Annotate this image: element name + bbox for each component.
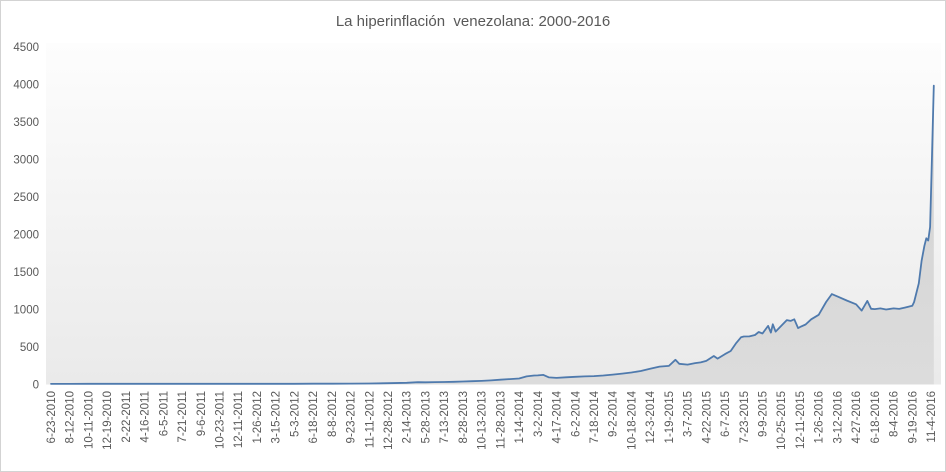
x-tick-label: 10-13-2013 [477,391,489,450]
x-tick-label: 8-28-2013 [458,391,470,443]
y-tick-label: 3500 [13,117,39,129]
y-tick-label: 500 [20,342,39,354]
x-tick-label: 11-11-2012 [364,391,376,448]
x-tick-label: 6-18-2016 [870,391,882,443]
x-tick-label: 8-8-2012 [327,391,339,437]
x-tick-label: 6-5-2011 [158,391,170,436]
y-tick-label: 2000 [13,230,39,242]
x-tick-label: 8-4-2016 [889,391,901,437]
x-tick-label: 10-18-2014 [626,390,638,449]
x-tick-label: 5-28-2013 [421,391,433,443]
x-tick-label: 4-27-2016 [851,391,863,443]
x-tick-label: 7-21-2011 [177,391,189,443]
series-line [50,84,935,385]
x-tick-label: 7-18-2014 [589,390,601,443]
y-tick-label: 4500 [13,42,39,54]
x-tick-label: 8-12-2010 [65,391,77,443]
x-tick-label: 3-7-2015 [683,391,695,437]
x-tick-label: 9-23-2012 [346,391,358,443]
x-tick-label: 10-25-2015 [776,391,788,450]
x-tick-label: 9-19-2016 [907,391,919,443]
x-tick-label: 1-26-2012 [252,391,264,443]
x-tick-label: 1-19-2015 [664,391,676,443]
x-tick-label: 10-23-2011 [215,391,227,449]
x-tick-label: 3-2-2014 [533,390,545,437]
x-tick-label: 12-28-2012 [383,391,395,450]
x-tick-label: 10-11-2010 [83,391,95,449]
x-tick-label: 3-15-2012 [271,391,283,443]
series-area [51,85,934,385]
y-tick-label: 1500 [13,267,39,279]
x-tick-label: 4-16-2011 [140,391,152,443]
x-tick-label: 4-17-2014 [552,390,564,443]
y-tick-label: 2500 [13,192,39,204]
x-tick-label: 12-19-2010 [102,391,114,450]
x-tick-label: 9-6-2011 [196,391,208,436]
x-tick-label: 12-11-2011 [233,391,245,448]
y-tick-label: 4000 [13,80,39,92]
x-tick-label: 1-14-2014 [514,390,526,443]
x-tick-label: 11-4-2016 [926,391,938,443]
x-tick-label: 9-2-2014 [608,390,620,437]
chart-title: La hiperinflación venezolana: 2000-2016 [335,13,611,30]
y-tick-label: 3000 [13,155,39,167]
y-tick-label: 0 [33,380,39,392]
x-tick-label: 7-23-2015 [739,391,751,443]
x-tick-label: 4-22-2015 [701,391,713,443]
x-tick-label: 12-3-2014 [645,390,657,443]
x-tick-label: 12-11-2015 [795,391,807,449]
y-tick-label: 1000 [13,305,39,317]
x-tick-label: 6-23-2010 [46,391,58,443]
x-tick-label: 6-2-2014 [570,390,582,437]
x-tick-label: 3-12-2016 [832,391,844,443]
x-tick-label: 5-3-2012 [289,391,301,437]
x-tick-label: 2-22-2011 [121,391,133,443]
x-tick-label: 11-28-2013 [495,391,507,449]
x-tick-label: 2-14-2013 [402,391,414,443]
x-tick-label: 6-18-2012 [308,391,320,443]
x-tick-label: 1-26-2016 [814,391,826,443]
x-tick-label: 9-9-2015 [758,391,770,437]
x-tick-label: 7-13-2013 [439,391,451,443]
x-tick-label: 6-7-2015 [720,391,732,437]
